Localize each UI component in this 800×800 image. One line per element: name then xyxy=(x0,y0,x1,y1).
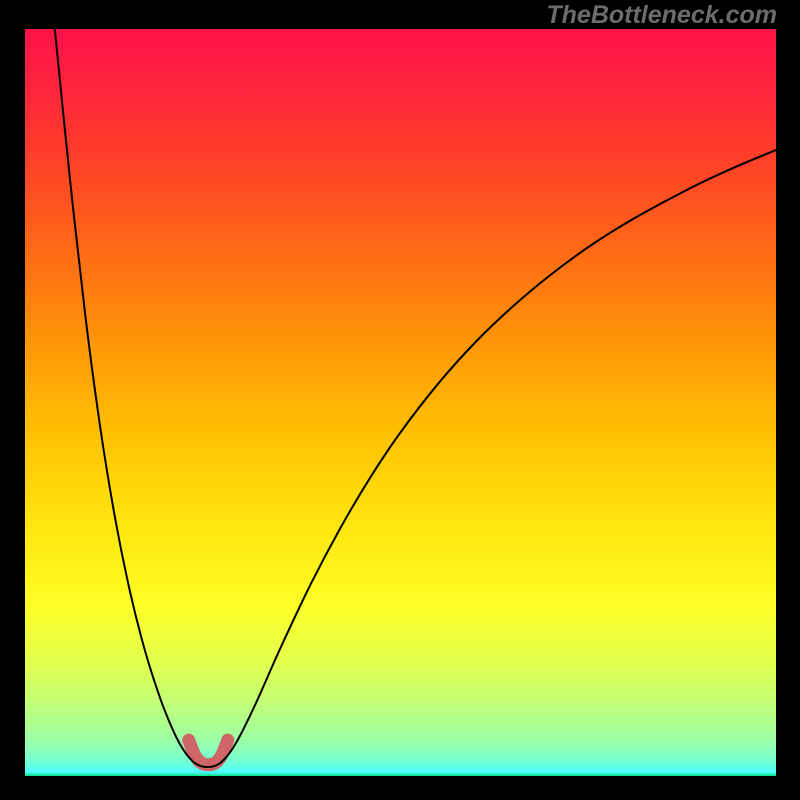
plot-area xyxy=(25,29,776,776)
gradient-background xyxy=(25,29,776,776)
watermark-text: TheBottleneck.com xyxy=(546,1,777,30)
chart-svg xyxy=(25,29,776,776)
